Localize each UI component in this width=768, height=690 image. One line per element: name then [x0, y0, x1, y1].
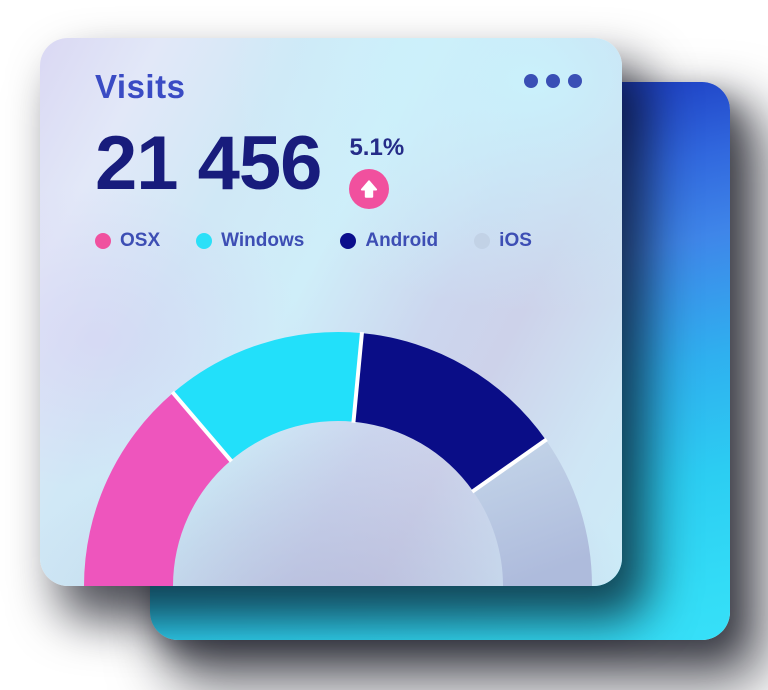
menu-dot: [546, 74, 560, 88]
ellipsis-menu-icon[interactable]: [524, 68, 582, 94]
change-percentage: 5.1%: [349, 134, 405, 161]
legend-label: Windows: [221, 230, 305, 251]
trend-up-badge: [349, 169, 390, 209]
legend-label: Android: [365, 230, 439, 251]
gauge-segment-android[interactable]: [353, 333, 546, 492]
legend-item-ios[interactable]: iOS: [474, 230, 532, 252]
legend-label: iOS: [499, 230, 532, 251]
menu-dot: [568, 74, 582, 88]
legend-item-windows[interactable]: Windows: [196, 230, 304, 252]
ios-color-dot: [474, 233, 491, 249]
menu-dot: [524, 74, 538, 88]
metric-row: 21 456 5.1%: [95, 126, 404, 209]
visits-gauge-chart: [84, 331, 592, 586]
osx-color-dot: [95, 233, 111, 249]
visits-count: 21 456: [95, 121, 322, 206]
gauge-segment-windows[interactable]: [173, 331, 362, 461]
gauge-segment-ios[interactable]: [473, 439, 592, 586]
chart-legend: OSX Windows Android iOS: [95, 230, 532, 252]
gauge-segment-osx[interactable]: [84, 392, 231, 586]
legend-label: OSX: [120, 230, 161, 251]
windows-color-dot: [196, 233, 213, 249]
page-title: Visits: [95, 68, 186, 105]
android-color-dot: [340, 233, 357, 249]
legend-item-android[interactable]: Android: [340, 230, 438, 252]
card-header: Visits: [95, 68, 582, 106]
segment-separator: [170, 390, 234, 463]
visits-card: Visits 21 456 5.1% OSX: [40, 38, 622, 586]
arrow-up-icon: [361, 180, 378, 198]
metric-change: 5.1%: [349, 126, 404, 209]
segment-separator: [351, 331, 364, 423]
legend-item-osx[interactable]: OSX: [95, 230, 160, 252]
segment-separator: [471, 437, 548, 494]
